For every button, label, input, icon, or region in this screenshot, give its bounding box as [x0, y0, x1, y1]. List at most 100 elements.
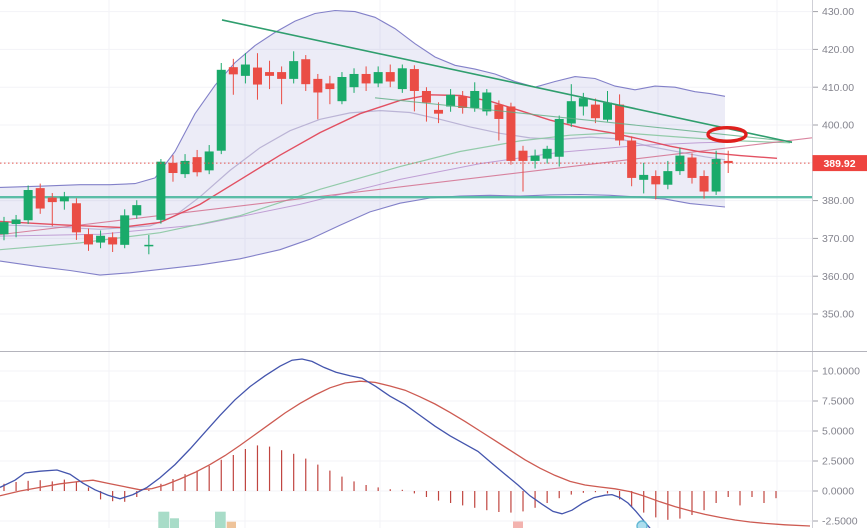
bollinger-upper-line — [0, 9, 726, 188]
macd-hist-bar — [606, 491, 609, 494]
last-price-tag: 389.92 — [812, 155, 867, 172]
macd-hist-bar — [27, 480, 29, 491]
axis-label: 7.5000 — [822, 396, 854, 408]
candle — [83, 228, 93, 251]
macd-hist-bar — [353, 481, 355, 491]
candle — [578, 92, 588, 116]
annotation-ellipse[interactable] — [706, 125, 748, 143]
macd-hist-bar — [341, 476, 343, 491]
macd-hist-bar — [425, 491, 428, 497]
macd-hist-bar — [522, 491, 524, 512]
candle — [156, 159, 166, 224]
candle — [687, 153, 697, 184]
candle — [337, 72, 347, 105]
candle — [639, 162, 649, 194]
macd-hist-bar — [184, 474, 186, 491]
macd-hist-bar — [739, 491, 741, 506]
axis-label: 420.00 — [822, 44, 854, 56]
macd-hist-bar — [643, 491, 645, 513]
candle — [0, 216, 9, 241]
macd-hist-bar — [389, 489, 391, 491]
macd-cross-marker — [636, 520, 648, 528]
macd-hist-bar — [401, 489, 403, 491]
macd-hist-bar — [655, 491, 657, 518]
macd-hist-bar — [582, 491, 584, 493]
macd-hist-bar — [413, 491, 415, 494]
axis-label: 370.00 — [822, 233, 854, 245]
macd-hist-bar — [3, 483, 5, 491]
axis-label: -2.5000 — [822, 516, 858, 528]
macd-hist-bar — [462, 491, 464, 506]
macd-hist-bar — [124, 491, 126, 502]
macd-hist-bar — [498, 491, 500, 512]
candle — [144, 234, 154, 255]
rising-support-trendline[interactable] — [0, 137, 812, 236]
candle — [349, 68, 359, 93]
ma-red-line — [0, 94, 778, 229]
candle — [458, 90, 468, 114]
gridlines — [0, 0, 812, 528]
candle — [699, 170, 709, 199]
candle — [277, 66, 287, 105]
candle — [59, 191, 69, 210]
macd-hist-bar — [727, 491, 729, 497]
candle — [23, 185, 33, 225]
macd-histogram — [3, 445, 777, 520]
macd-hist-bar — [63, 479, 65, 491]
candle — [108, 232, 118, 253]
candle — [421, 87, 431, 122]
macd-hist-bar — [329, 470, 331, 491]
macd-hist-bar — [679, 491, 681, 519]
volume-bar — [170, 518, 179, 528]
axis-label: 400.00 — [822, 120, 854, 132]
last-price-value: 389.92 — [823, 158, 855, 170]
volume-bar — [158, 511, 170, 528]
macd-line — [0, 358, 651, 528]
axis-label: 0.0000 — [822, 486, 854, 498]
candle — [627, 136, 637, 187]
candle — [373, 66, 383, 88]
macd-hist-bar — [244, 449, 246, 491]
macd-hist-bar — [99, 491, 102, 500]
macd-hist-bar — [281, 450, 283, 491]
macd-hist-bar — [594, 491, 597, 493]
descending-trendline[interactable] — [221, 19, 793, 144]
macd-hist-bar — [510, 491, 512, 513]
macd-hist-bar — [570, 491, 572, 495]
macd-hist-bar — [232, 455, 234, 491]
volume-bar — [513, 521, 523, 528]
price-pane[interactable] — [0, 9, 812, 276]
candle — [434, 102, 444, 124]
candle — [542, 145, 552, 164]
macd-hist-bar — [691, 491, 693, 515]
candle — [361, 66, 371, 91]
ma-purple-line — [0, 141, 731, 237]
axis-label: 350.00 — [822, 309, 854, 321]
macd-hist-bar — [317, 464, 319, 491]
macd-hist-bar — [437, 491, 440, 501]
macd-hist-bar — [703, 491, 705, 511]
macd-hist-bar — [486, 491, 488, 511]
axis-label: 360.00 — [822, 271, 854, 283]
macd-hist-bar — [558, 491, 560, 499]
candle — [120, 209, 130, 249]
axis-label: 380.00 — [822, 195, 854, 207]
macd-hist-bar — [667, 491, 669, 520]
candle — [711, 150, 721, 195]
macd-hist-bar — [365, 485, 367, 491]
macd-hist-bar — [268, 446, 271, 491]
macd-hist-bar — [546, 491, 548, 503]
candle — [47, 193, 57, 227]
macd-hist-bar — [293, 453, 295, 491]
macd-hist-bar — [618, 491, 621, 500]
price-axis[interactable]: 430.00 420.00 410.00 400.00 380.00 370.00 360.… — [812, 0, 867, 528]
candle — [168, 155, 178, 182]
macd-pane[interactable] — [0, 358, 811, 528]
candle — [590, 98, 600, 124]
candle — [228, 58, 238, 95]
macd-hist-bar — [763, 491, 765, 503]
descending-trendline-secondary[interactable] — [374, 97, 793, 143]
candle — [675, 147, 685, 175]
